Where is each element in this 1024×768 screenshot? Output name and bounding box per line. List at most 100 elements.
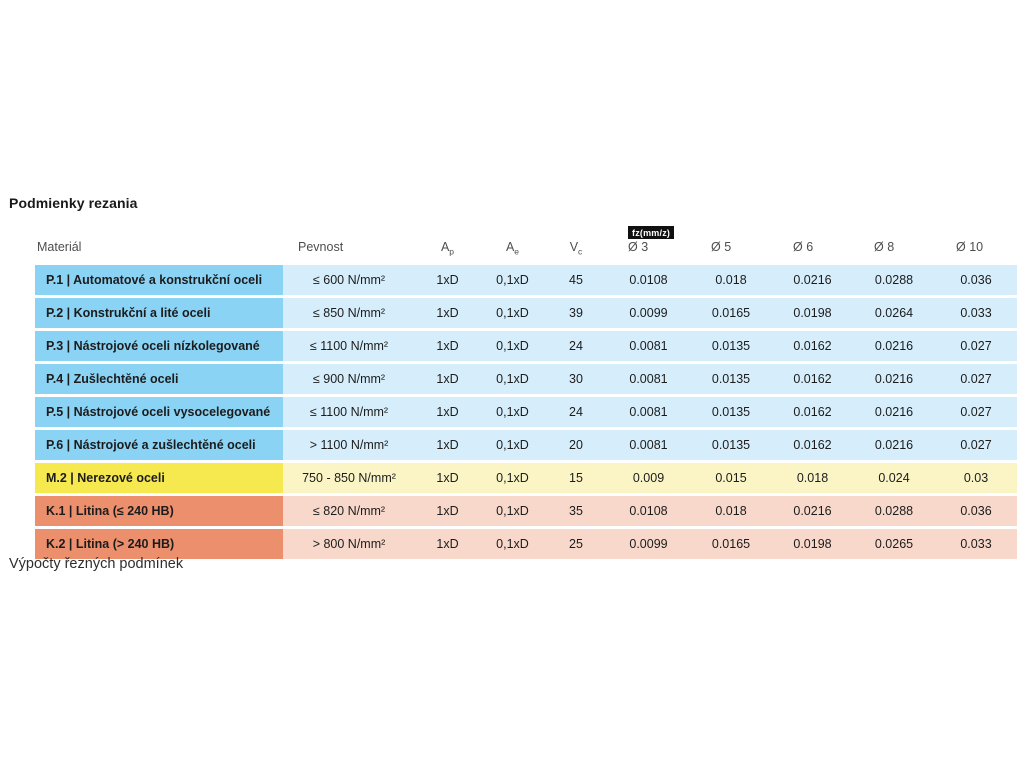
column-header-pevnost: Pevnost (283, 225, 415, 262)
ap-cell: 1xD (415, 529, 480, 559)
column-header-label: Ø 3 (628, 240, 649, 254)
ae-cell: 0,1xD (480, 463, 545, 493)
fz-cell-d5: 0.0135 (690, 364, 772, 394)
cutting-conditions-table: Materiál Pevnost Ap Ae Vc fz(mm/z) Ø 3 Ø 5 Ø 6 Ø … (35, 222, 1017, 562)
section-footer-text: Výpočty řezných podmínek (9, 556, 184, 572)
vc-cell: 24 (545, 397, 607, 427)
fz-cell-d5: 0.0135 (690, 430, 772, 460)
fz-cell-d8: 0.0288 (853, 496, 935, 526)
ae-cell: 0,1xD (480, 265, 545, 295)
fz-cell-d3: 0.0108 (607, 496, 690, 526)
material-cell: K.2 | Litina (> 240 HB) (35, 529, 283, 559)
fz-cell-d8: 0.0216 (853, 364, 935, 394)
fz-cell-d6: 0.0162 (772, 397, 853, 427)
column-header-label: Vc (569, 240, 583, 257)
column-header-label: Ø 5 (711, 240, 732, 254)
ap-cell: 1xD (415, 397, 480, 427)
column-header-d8: Ø 8 (853, 225, 935, 262)
vc-cell: 39 (545, 298, 607, 328)
material-cell: P.6 | Nástrojové a zušlechtěné oceli (35, 430, 283, 460)
column-header-d3: fz(mm/z) Ø 3 (607, 225, 690, 262)
fz-cell-d3: 0.0108 (607, 265, 690, 295)
fz-cell-d6: 0.0162 (772, 430, 853, 460)
pevnost-cell: ≤ 900 N/mm² (283, 364, 415, 394)
column-header-label: Pevnost (298, 240, 344, 254)
table-row: K.2 | Litina (> 240 HB) > 800 N/mm² 1xD 0,1… (35, 529, 1017, 559)
pevnost-cell: ≤ 850 N/mm² (283, 298, 415, 328)
ae-cell: 0,1xD (480, 331, 545, 361)
ae-cell: 0,1xD (480, 298, 545, 328)
fz-cell-d8: 0.0264 (853, 298, 935, 328)
fz-cell-d3: 0.0081 (607, 397, 690, 427)
fz-cell-d10: 0.027 (935, 364, 1017, 394)
fz-cell-d10: 0.036 (935, 496, 1017, 526)
fz-cell-d5: 0.0165 (690, 298, 772, 328)
fz-cell-d6: 0.018 (772, 463, 853, 493)
column-header-label: Ap (440, 240, 455, 257)
fz-unit-badge: fz(mm/z) (628, 226, 675, 239)
column-header-ap: Ap (415, 225, 480, 262)
fz-cell-d10: 0.033 (935, 529, 1017, 559)
fz-cell-d3: 0.009 (607, 463, 690, 493)
ap-cell: 1xD (415, 265, 480, 295)
fz-cell-d5: 0.0165 (690, 529, 772, 559)
fz-cell-d8: 0.024 (853, 463, 935, 493)
fz-cell-d6: 0.0162 (772, 331, 853, 361)
ap-cell: 1xD (415, 496, 480, 526)
fz-cell-d8: 0.0216 (853, 397, 935, 427)
pevnost-cell: ≤ 1100 N/mm² (283, 397, 415, 427)
fz-cell-d6: 0.0162 (772, 364, 853, 394)
table-row: K.1 | Litina (≤ 240 HB) ≤ 820 N/mm² 1xD 0,1… (35, 496, 1017, 526)
fz-cell-d3: 0.0099 (607, 529, 690, 559)
ap-cell: 1xD (415, 430, 480, 460)
column-header-ae: Ae (480, 225, 545, 262)
ap-cell: 1xD (415, 331, 480, 361)
column-header-label: Ø 8 (874, 240, 895, 254)
fz-cell-d8: 0.0288 (853, 265, 935, 295)
fz-cell-d10: 0.027 (935, 397, 1017, 427)
column-header-label: Ø 10 (956, 240, 984, 254)
material-cell: P.4 | Zušlechtěné oceli (35, 364, 283, 394)
column-header-vc: Vc (545, 225, 607, 262)
vc-cell: 20 (545, 430, 607, 460)
ap-cell: 1xD (415, 463, 480, 493)
fz-cell-d5: 0.0135 (690, 397, 772, 427)
fz-cell-d3: 0.0081 (607, 331, 690, 361)
table-row: P.1 | Automatové a konstrukční oceli ≤ 60… (35, 265, 1017, 295)
column-header-label: Ø 6 (793, 240, 814, 254)
fz-cell-d6: 0.0198 (772, 529, 853, 559)
fz-cell-d8: 0.0216 (853, 331, 935, 361)
fz-cell-d10: 0.027 (935, 430, 1017, 460)
vc-cell: 24 (545, 331, 607, 361)
material-cell: P.3 | Nástrojové oceli nízkolegované (35, 331, 283, 361)
table-row: P.6 | Nástrojové a zušlechtěné oceli > 11… (35, 430, 1017, 460)
fz-cell-d8: 0.0216 (853, 430, 935, 460)
vc-cell: 35 (545, 496, 607, 526)
material-cell: P.5 | Nástrojové oceli vysocelegované (35, 397, 283, 427)
fz-cell-d6: 0.0216 (772, 265, 853, 295)
fz-cell-d6: 0.0216 (772, 496, 853, 526)
material-cell: P.1 | Automatové a konstrukční oceli (35, 265, 283, 295)
material-cell: P.2 | Konstrukční a lité oceli (35, 298, 283, 328)
ae-cell: 0,1xD (480, 430, 545, 460)
fz-cell-d5: 0.015 (690, 463, 772, 493)
fz-cell-d8: 0.0265 (853, 529, 935, 559)
ap-cell: 1xD (415, 298, 480, 328)
pevnost-cell: ≤ 820 N/mm² (283, 496, 415, 526)
fz-cell-d3: 0.0081 (607, 364, 690, 394)
material-cell: M.2 | Nerezové oceli (35, 463, 283, 493)
ae-cell: 0,1xD (480, 496, 545, 526)
page-title: Podmienky rezania (9, 195, 138, 211)
column-header-d6: Ø 6 (772, 225, 853, 262)
pevnost-cell: > 1100 N/mm² (283, 430, 415, 460)
cutting-conditions-table-wrap: Materiál Pevnost Ap Ae Vc fz(mm/z) Ø 3 Ø 5 Ø 6 Ø … (35, 222, 1017, 562)
fz-cell-d6: 0.0198 (772, 298, 853, 328)
pevnost-cell: ≤ 600 N/mm² (283, 265, 415, 295)
column-header-material: Materiál (35, 225, 283, 262)
pevnost-cell: > 800 N/mm² (283, 529, 415, 559)
vc-cell: 15 (545, 463, 607, 493)
pevnost-cell: ≤ 1100 N/mm² (283, 331, 415, 361)
vc-cell: 25 (545, 529, 607, 559)
ae-cell: 0,1xD (480, 397, 545, 427)
table-row: P.3 | Nástrojové oceli nízkolegované ≤ 11… (35, 331, 1017, 361)
